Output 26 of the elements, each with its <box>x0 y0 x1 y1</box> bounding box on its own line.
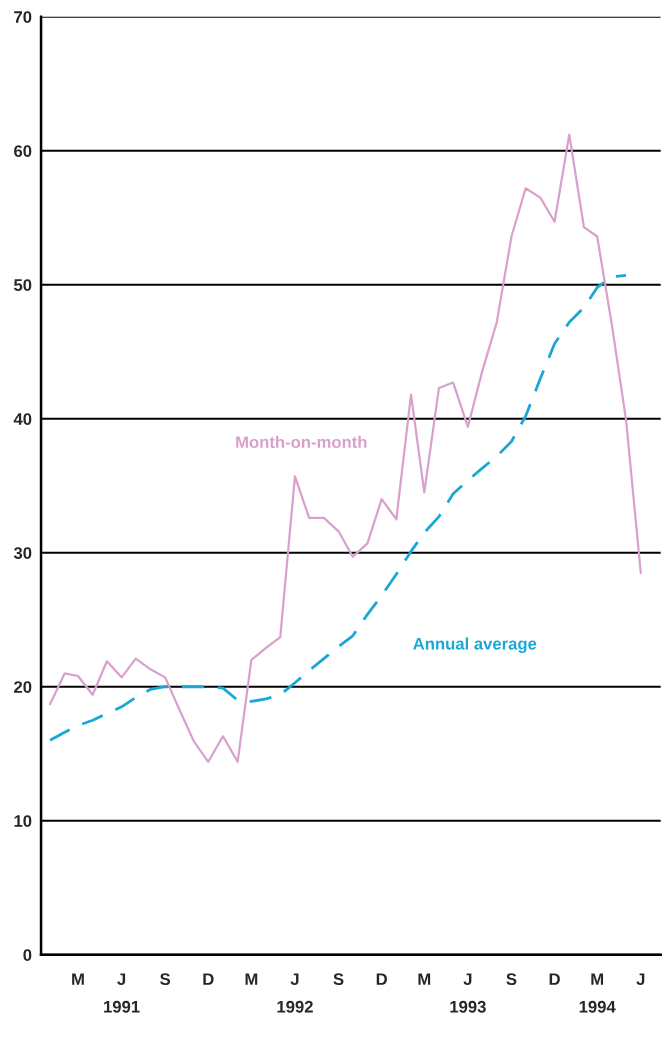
y-tick-label: 20 <box>14 681 32 693</box>
line-series <box>48 133 642 763</box>
x-tick-label: M <box>245 973 258 985</box>
x-tick-label: S <box>160 973 171 986</box>
y-tick-label: 70 <box>14 11 32 23</box>
text: Annual average <box>413 637 537 654</box>
y-tick-label: 30 <box>13 547 32 559</box>
line-series <box>48 273 628 742</box>
x-tick-label: S <box>506 973 517 986</box>
x-tick-label: J 1993 <box>450 973 486 1013</box>
x-tick-label: M 1994 <box>579 973 616 1013</box>
y-tick-label: 40 <box>13 413 32 425</box>
x-tick-label: D <box>376 973 387 985</box>
x-tick-label: D <box>203 973 214 985</box>
x-tick-label: D <box>549 973 560 985</box>
x-tick-label: M <box>72 973 84 985</box>
y-tick-label: 50 <box>13 279 32 291</box>
x-tick-label: J <box>636 973 645 986</box>
y-tick-label: 0 <box>23 949 32 961</box>
y-tick-label: 60 <box>14 145 32 157</box>
x-tick-label: M <box>418 973 431 985</box>
x-tick-label: J 1992 <box>277 973 313 1013</box>
text: Month-on-month <box>236 435 367 449</box>
x-tick-label: S <box>333 973 344 986</box>
y-tick-label: 10 <box>14 815 32 827</box>
x-tick-label: J 1991 <box>104 973 140 1013</box>
